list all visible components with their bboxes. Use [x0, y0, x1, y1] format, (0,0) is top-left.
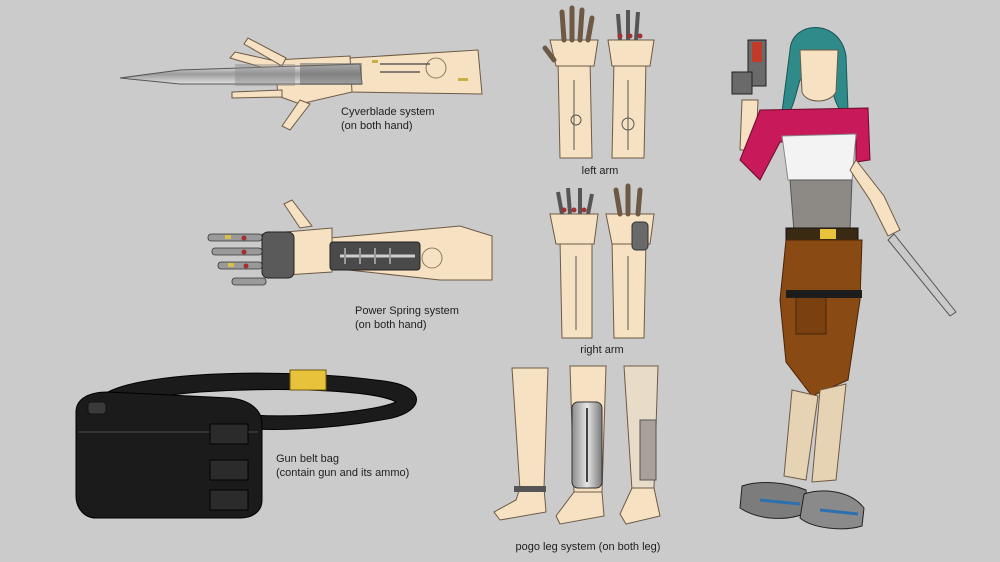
gun-belt-bag-caption: Gun belt bag (contain gun and its ammo): [276, 452, 409, 480]
cyverblade-arm-illustration: [119, 37, 483, 131]
cyverblade-caption-note: (on both hand): [341, 120, 413, 132]
cyverblade-caption: Cyverblade system (on both hand): [341, 105, 435, 133]
cyverblade-caption-title: Cyverblade system: [341, 106, 435, 118]
character-full-body-illustration: [731, 27, 957, 530]
pogo-leg-caption: pogo leg system (on both leg): [515, 541, 661, 553]
right-arm-caption: right arm: [580, 344, 624, 356]
pogo-leg-illustration: [493, 365, 661, 525]
gun-belt-bag-caption-note: (contain gun and its ammo): [276, 467, 410, 479]
power-spring-caption-title: Power Spring system: [355, 305, 459, 317]
right-arm-illustration: [549, 183, 655, 339]
power-spring-caption: Power Spring system (on both hand): [355, 304, 459, 332]
gun-belt-bag-caption-title: Gun belt bag: [276, 453, 339, 465]
gun-belt-bag-illustration: [75, 369, 417, 519]
power-spring-caption-note: (on both hand): [355, 319, 427, 331]
left-arm-caption: left arm: [581, 165, 619, 177]
power-spring-arm-illustration: [207, 199, 493, 286]
left-arm-illustration: [542, 5, 655, 159]
